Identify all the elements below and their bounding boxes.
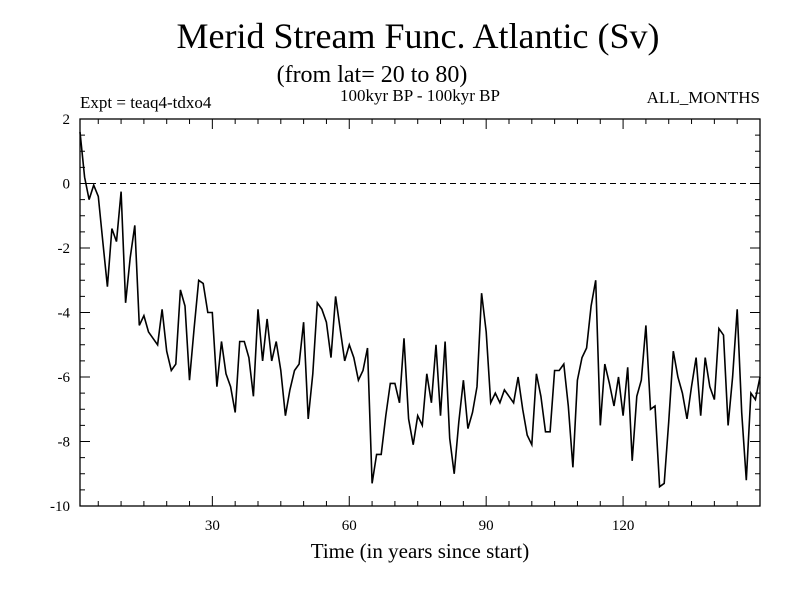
- y-tick-label: -4: [58, 306, 71, 322]
- y-tick-label: -6: [58, 370, 71, 386]
- y-tick-label: -8: [58, 435, 71, 451]
- x-tick-label: 30: [205, 518, 220, 534]
- tick-labels: 2 0 -2 -4 -6 -8 -10 30 60 90 120: [50, 112, 634, 534]
- chart-title: Merid Stream Func. Atlantic (Sv): [177, 16, 660, 56]
- y-tick-label: -2: [58, 241, 71, 257]
- x-tick-label: 90: [479, 518, 494, 534]
- y-tick-label: -10: [50, 499, 70, 515]
- annotation-period: 100kyr BP - 100kyr BP: [340, 86, 500, 105]
- x-tick-label: 120: [612, 518, 635, 534]
- series-line-1: [79, 131, 761, 489]
- y-tick-label: 2: [63, 112, 71, 128]
- chart-subtitle: (from lat= 20 to 80): [277, 62, 468, 88]
- annotation-months: ALL_MONTHS: [647, 88, 760, 107]
- annotation-experiment: Expt = teaq4-tdxo4: [80, 93, 212, 112]
- x-tick-label: 60: [342, 518, 357, 534]
- axis-ticks: [80, 118, 760, 507]
- x-axis-label: Time (in years since start): [311, 539, 530, 563]
- y-tick-label: 0: [63, 177, 71, 193]
- series-layer: [79, 131, 761, 489]
